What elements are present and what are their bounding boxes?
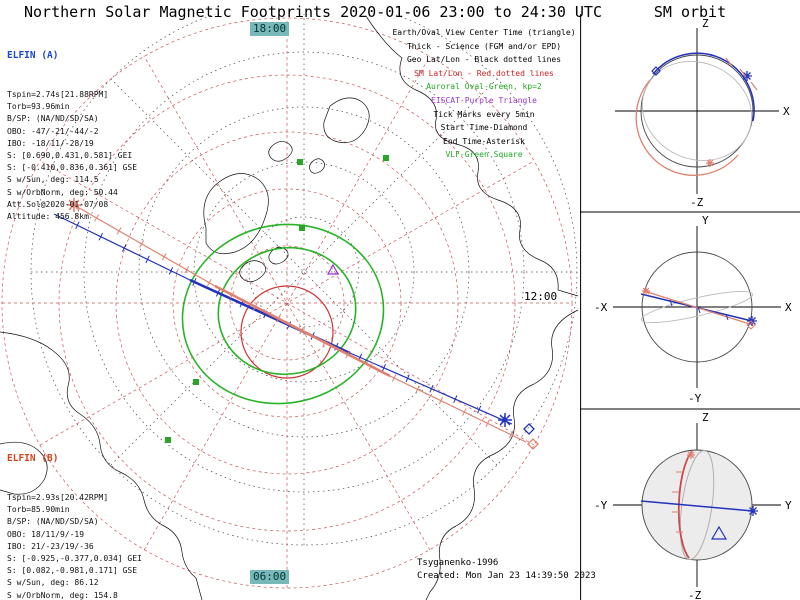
sm-orbit-title: SM orbit xyxy=(653,3,727,21)
end-marker-asterisk xyxy=(748,506,758,516)
axis-label-top: Z xyxy=(702,17,709,30)
footer: Tsyganenko-1996 Created: Mon Jan 23 14:3… xyxy=(417,557,596,583)
orbit-panel-yz: Z -Y Y -Z xyxy=(594,411,792,600)
start-marker-diamond xyxy=(651,66,661,76)
text-line: OBO: -47/-21/-44/-2 xyxy=(7,126,99,136)
elfin-a-header: ELFIN (A) xyxy=(7,50,59,62)
text-line: S w/OrbNorm, deg: 154.8 xyxy=(7,590,118,600)
text-line: Tspin=2.93s[20.42RPM] xyxy=(7,493,109,503)
text-line: SM Lat/Lon - Red dotted lines xyxy=(414,68,554,78)
model-label: Tsyganenko-1996 xyxy=(417,558,499,568)
elfin-a-orbit-line xyxy=(640,500,754,512)
end-marker-asterisk xyxy=(706,159,714,167)
geo-grid xyxy=(30,14,578,546)
text-line: Tick Marks every 5min xyxy=(433,109,535,119)
text-line: Att.Sol@2020-01-07/08 xyxy=(7,199,109,209)
sm-grid xyxy=(1,17,573,589)
text-line: S w/Sun, deg: 114.5 xyxy=(7,175,99,185)
text-line: EISCAT-Purple Triangle xyxy=(431,95,537,105)
elfin-b-header: ELFIN (B) xyxy=(7,453,59,465)
text-line: Tspin=2.74s[21.88RPM] xyxy=(7,90,109,100)
created-label: Created: Mon Jan 23 14:39:50 2023 xyxy=(417,571,596,581)
elfin-a-orbit-arc xyxy=(652,52,755,122)
mlt-label-1200: 12:00 xyxy=(524,290,558,303)
mlt-label-1800: 18:00 xyxy=(250,22,290,36)
earth-disk xyxy=(641,251,753,363)
earth-disk xyxy=(640,54,754,168)
tick-marks xyxy=(672,471,683,533)
sm-solid-ring xyxy=(240,285,334,379)
elfin-a-lines: Tspin=2.74s[21.88RPM] Torb=93.96min B/SP: … xyxy=(7,89,137,223)
elfin-b-orbit-arc xyxy=(635,79,739,176)
auroral-oval xyxy=(181,223,385,405)
elfin-a-info: ELFIN (A) Tspin=2.74s[21.88RPM] Torb=93.9… xyxy=(7,26,137,248)
text-line: End Time-Asterisk xyxy=(443,136,525,146)
text-line: Earth/Oval View Center Time (triangle) xyxy=(392,28,576,37)
text-line: S: [-0.925,-0.377,0.034] GEI xyxy=(7,554,142,564)
text-line: IBO: 21/-23/19/-36 xyxy=(7,541,94,551)
text-line: Start Time-Diamond xyxy=(440,123,528,133)
axis-label-top: Y xyxy=(702,214,709,227)
end-marker-asterisk xyxy=(687,451,695,459)
text-line: S: [0.082,-0.981,0.171] GSE xyxy=(7,566,138,576)
text-line: VLF-Green Square xyxy=(445,150,523,160)
end-marker-asterisk xyxy=(742,71,752,81)
text-line: B/SP: (NA/ND/SD/SA) xyxy=(7,517,99,527)
main-title: Northern Solar Magnetic Footprints 2020-… xyxy=(24,3,602,21)
text-line: Torb=85.90min xyxy=(7,505,70,515)
end-marker-asterisk xyxy=(747,316,757,326)
orbit-plane xyxy=(640,291,754,323)
axis-label-left: -X xyxy=(594,301,608,314)
axis-label-bottom: -Y xyxy=(688,392,702,405)
earth-disk xyxy=(641,449,753,561)
end-marker-asterisk xyxy=(642,287,650,295)
orbit-panel-xz: Z X -Z xyxy=(615,17,790,209)
axis-label-top: Z xyxy=(702,411,709,424)
start-marker-diamond xyxy=(746,320,756,330)
footprint-tracks xyxy=(53,155,539,450)
polar-map xyxy=(0,14,579,600)
elfin-b-lines: Tspin=2.93s[20.42RPM] Torb=85.90min B/SP: … xyxy=(7,492,142,600)
axis-label-left: -Y xyxy=(594,499,608,512)
axis-label-right: X xyxy=(785,301,792,314)
text-line: Altitude: 456.8km xyxy=(7,212,89,222)
axis-label-right: X xyxy=(783,105,790,118)
axis-label-right: Y xyxy=(785,499,792,512)
text-line: Torb=93.96min xyxy=(7,102,70,112)
tick-marks xyxy=(669,299,729,321)
axis-label-bottom: -Z xyxy=(690,196,704,209)
text-line: IBO: -18/11/-28/19 xyxy=(7,138,94,148)
text-line: S: [-0.410,0.836,0.361] GSE xyxy=(7,163,138,173)
text-line: Auroral Oval-Green, kp=2 xyxy=(426,82,542,92)
orbit-plane xyxy=(641,61,753,161)
legend: Earth/Oval View Center Time (triangle) Th… xyxy=(392,26,576,162)
text-line: B/SP: (NA/ND/SD/SA) xyxy=(7,114,99,124)
text-line: OBO: 18/11/9/-19 xyxy=(7,529,85,539)
text-line: S: [0.690,0.431,0.581] GEI xyxy=(7,151,133,161)
panel-dividers xyxy=(580,14,800,600)
text-line: S w/OrbNorm, deg: 50.44 xyxy=(7,187,118,197)
sm-orbit-panels: Z X -Z Y -X X -Y xyxy=(580,14,800,600)
mlt-label-0600: 06:00 xyxy=(250,570,290,584)
text-line: S w/Sun, deg: 86.12 xyxy=(7,578,99,588)
axis-label-bottom: -Z xyxy=(688,589,702,600)
tick-marks xyxy=(725,57,758,91)
coastlines xyxy=(0,15,579,600)
view-center-triangle xyxy=(710,525,728,540)
orbit-panel-xy: Y -X X -Y xyxy=(594,214,792,405)
text-line: Thick - Science (FGM and/or EPD) xyxy=(406,41,562,51)
elfin-b-info: ELFIN (B) Tspin=2.93s[20.42RPM] Torb=85.9… xyxy=(7,429,142,600)
text-line: Geo Lat/Lon - Black dotted lines xyxy=(406,55,562,65)
